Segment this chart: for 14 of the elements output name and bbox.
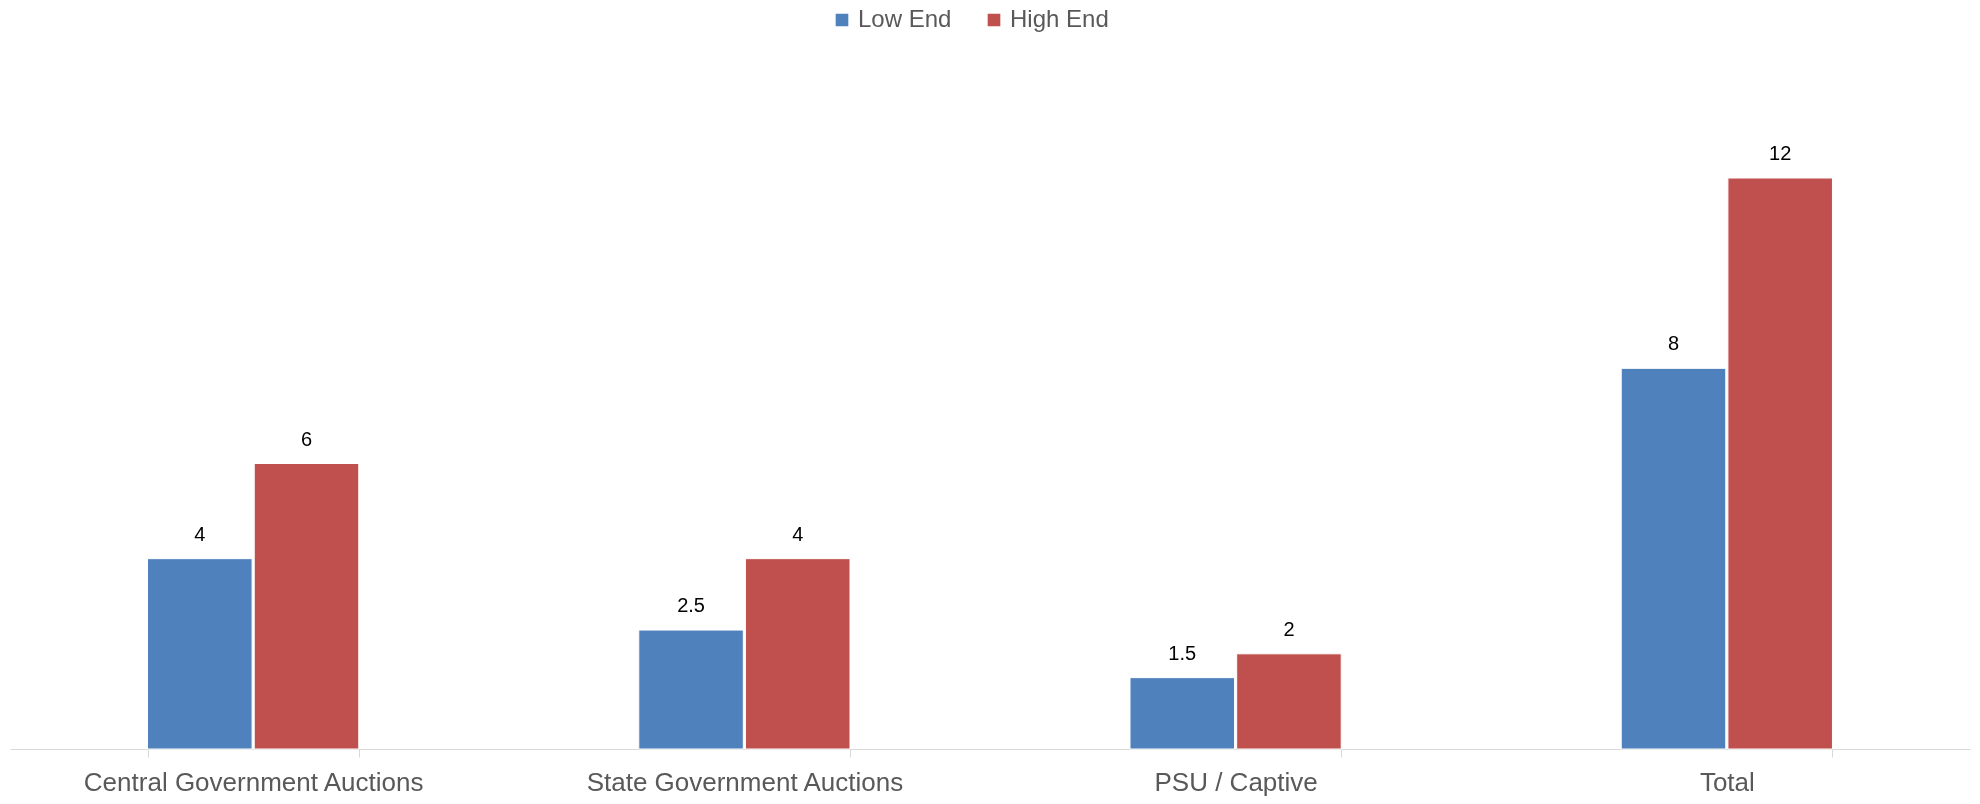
x-tick-label: Total — [1699, 766, 1755, 797]
data-label: 2 — [1283, 617, 1295, 640]
data-label: 6 — [300, 427, 313, 450]
data-label: 8 — [1667, 332, 1680, 355]
data-label: 12 — [1769, 142, 1792, 164]
x-tick-label: State Government Auctions — [586, 766, 904, 797]
data-label: 4 — [194, 522, 206, 545]
x-tick-label: PSU / Captive — [1154, 766, 1318, 797]
data-label: 4 — [792, 522, 804, 545]
legend-label: High End — [1010, 5, 1109, 32]
legend-label: Low End — [858, 5, 952, 32]
data-label: 1.5 — [1168, 641, 1197, 664]
data-label: 2.5 — [677, 594, 705, 617]
x-tick-label: Central Government Auctions — [83, 766, 424, 797]
